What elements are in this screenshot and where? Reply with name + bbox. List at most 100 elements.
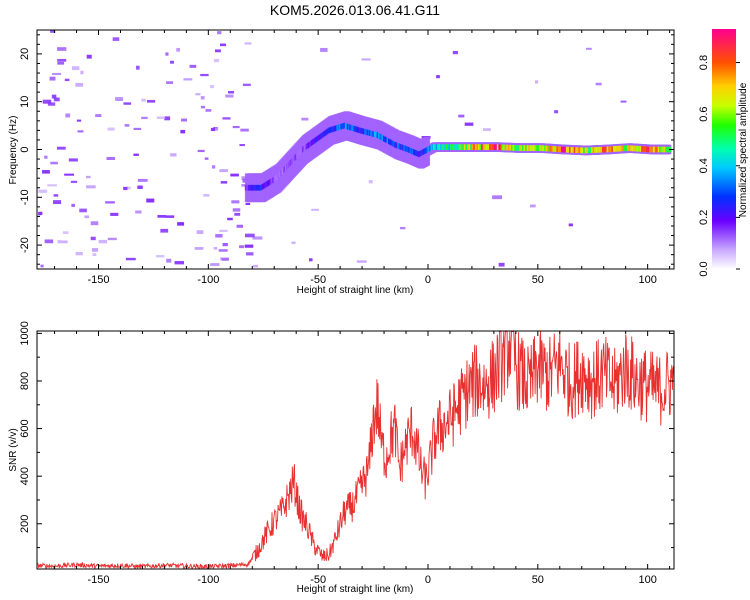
spectrogram-cell xyxy=(234,212,241,216)
spectrogram-xtick-label: 100 xyxy=(638,274,656,286)
spectrogram-cell xyxy=(483,128,491,131)
spectrogram-cell xyxy=(165,215,175,218)
spectrogram-cell xyxy=(361,58,371,61)
spectrogram-cell xyxy=(452,50,459,55)
spectrogram-cell xyxy=(75,82,84,87)
spectrogram-cell xyxy=(40,264,44,268)
spectrogram-cell xyxy=(245,252,254,256)
spectrogram-cell xyxy=(65,113,71,118)
spectrogram-cell xyxy=(301,117,309,121)
spectrogram-cell xyxy=(50,30,56,33)
spectrogram-cell xyxy=(79,208,87,213)
spectrogram-cell xyxy=(44,155,48,159)
spectrogram-cell xyxy=(232,125,240,129)
spectrogram-cell xyxy=(230,173,239,177)
spectrogram-cell xyxy=(218,249,228,252)
spectrogram-cell xyxy=(157,215,166,218)
snr-ytick-label: 200 xyxy=(19,515,31,533)
spectrogram-cell xyxy=(239,144,245,147)
spectrogram-ytick-label: 0 xyxy=(19,146,31,152)
spectrogram-cell xyxy=(86,185,96,189)
spectrogram-cell xyxy=(49,76,56,81)
spectrogram-cell xyxy=(210,85,214,89)
spectrogram-ytick-label: 20 xyxy=(19,48,31,60)
spectrogram-cell xyxy=(135,210,142,214)
spectrogram-cell xyxy=(464,122,474,126)
spectrogram-cell xyxy=(133,127,142,131)
spectrogram-cell xyxy=(222,117,231,120)
spectrogram-cell xyxy=(137,178,148,182)
snr-xlabel: Height of straight line (km) xyxy=(297,584,414,595)
colorbar-tick-label: 0.4 xyxy=(698,158,710,173)
spectrogram-cell xyxy=(123,102,132,105)
spectrogram-cell xyxy=(252,236,263,240)
spectrogram-cell xyxy=(141,98,146,102)
snr-line xyxy=(37,331,674,569)
spectrogram-cell xyxy=(181,118,187,122)
colorbar-label: Normalized spectral amplitude xyxy=(738,82,749,217)
spectrogram-cell xyxy=(368,180,373,184)
snr-xtick-label: 0 xyxy=(425,574,431,586)
spectrogram-cell xyxy=(492,195,503,200)
spectrogram-cell xyxy=(498,262,505,267)
spectrogram-cell xyxy=(200,96,205,100)
spectrogram-cell xyxy=(554,110,559,114)
spectrogram-cell xyxy=(166,81,174,84)
spectrogram-cell xyxy=(399,227,406,230)
spectrogram-cell xyxy=(320,47,328,52)
colorbar-tick-label: 0.6 xyxy=(698,107,710,122)
spectrogram-cell xyxy=(183,78,193,81)
spectrogram-cell xyxy=(213,247,218,250)
snr-panel: -150 -100 -50 0 50 100 200 400 600 800 1000 Height… xyxy=(8,321,675,595)
spectrogram-cell xyxy=(308,258,313,262)
spectrogram-cell xyxy=(436,75,440,79)
spectrogram-xtick-label: -100 xyxy=(197,274,219,286)
spectrogram-cell xyxy=(123,186,128,191)
spectrogram-cell xyxy=(200,105,206,109)
snr-ytick-label: 600 xyxy=(19,419,31,437)
spectrogram-cell xyxy=(210,127,216,132)
spectrogram-cell xyxy=(195,93,201,96)
spectrogram-cell xyxy=(165,52,169,56)
spectrogram-cell xyxy=(245,202,251,205)
spectrogram-xtick-label: 50 xyxy=(532,274,544,286)
spectrogram-cell xyxy=(107,237,117,241)
spectrogram-cell xyxy=(240,128,249,132)
spectrogram-cell xyxy=(530,204,536,208)
spectrogram-cell xyxy=(86,175,91,179)
spectrogram-cell xyxy=(124,124,130,127)
spectrogram-cell xyxy=(244,233,255,238)
spectrogram-xlabel: Height of straight line (km) xyxy=(297,285,414,296)
snr-xtick-label: 100 xyxy=(638,574,656,586)
spectrogram-cell xyxy=(222,242,228,247)
colorbar: 0.0 0.2 0.4 0.6 0.8 Normalized spectral ampl… xyxy=(698,29,749,277)
spectrogram-ylabel: Frequency (Hz) xyxy=(8,116,19,185)
spectrogram-cell xyxy=(232,208,241,212)
spectrogram-cell xyxy=(239,245,244,249)
spectrogram-cell xyxy=(50,161,58,165)
spectrogram-cell xyxy=(620,100,627,103)
snr-ytick-label: 1000 xyxy=(19,321,31,345)
spectrogram-cell xyxy=(136,65,140,70)
spectrogram-cell xyxy=(38,211,42,216)
snr-frame xyxy=(36,330,675,570)
colorbar-tick-label: 0.2 xyxy=(698,210,710,225)
spectrogram-cell xyxy=(236,224,244,228)
spectrogram-cell xyxy=(112,37,120,41)
spectrogram-cell xyxy=(252,264,258,268)
spectrogram-cell xyxy=(90,221,99,226)
spectrogram-ytick-label: -10 xyxy=(19,189,31,205)
spectrogram-cell xyxy=(57,47,67,51)
spectrogram-cell xyxy=(91,248,99,252)
spectrogram-cell xyxy=(141,116,148,120)
spectrogram-cell xyxy=(107,127,115,131)
spectrogram-cell xyxy=(228,91,235,94)
spectrogram-cell xyxy=(125,257,136,261)
spectrogram-cell xyxy=(595,82,602,86)
colorbar-tick-label: 0.0 xyxy=(698,261,710,276)
spectrogram-cell xyxy=(220,181,228,184)
spectrogram-cell xyxy=(214,49,221,53)
spectrogram-xtick-label: -150 xyxy=(87,274,109,286)
spectrogram-cell xyxy=(137,185,143,189)
spectrogram-cell xyxy=(568,223,573,227)
